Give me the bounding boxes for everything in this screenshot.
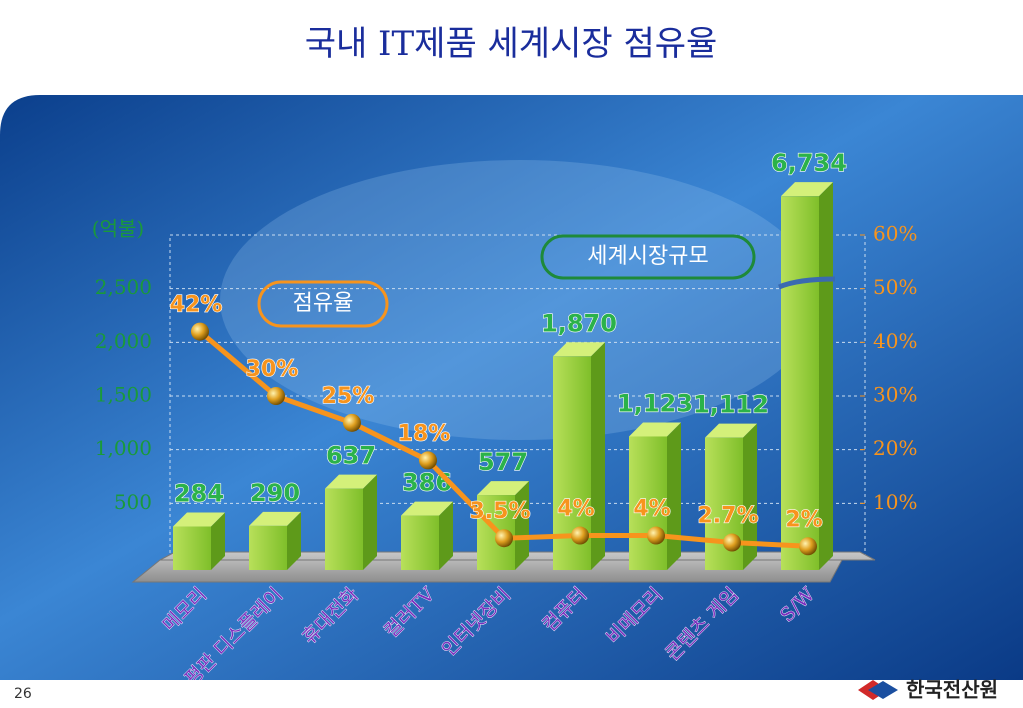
bar-label: 386 — [402, 469, 452, 497]
bar-side — [363, 474, 377, 570]
chart-title: 국내 IT제품 세계시장 점유율 — [305, 24, 718, 64]
bar-top — [781, 182, 833, 197]
bar-top — [173, 512, 225, 527]
y-tick-label: 2,500 — [95, 275, 152, 299]
legend-box — [257, 280, 389, 328]
bar-label: 1,112 — [693, 391, 769, 419]
bar-label: 1,123 — [617, 389, 693, 417]
line-label: 18% — [398, 421, 451, 446]
bar — [249, 525, 287, 570]
bar-side — [439, 501, 453, 570]
bar-label: 1,870 — [541, 309, 617, 337]
bar-side — [743, 423, 757, 570]
line-point — [723, 533, 741, 552]
legend-label: 세계시장규모 — [587, 244, 708, 269]
line-label: 25% — [322, 384, 375, 409]
y-axis-label: (억불) — [92, 217, 144, 241]
line-label: 2.7% — [697, 504, 758, 529]
bar — [629, 436, 667, 570]
y2-tick-label: 40% — [873, 329, 917, 353]
glow — [220, 160, 820, 440]
line-label: 2% — [785, 507, 822, 532]
y2-tick-label: 60% — [873, 222, 917, 246]
logo-text: 한국전산원 — [906, 678, 998, 702]
bar-top — [553, 342, 605, 357]
line-point — [495, 529, 513, 548]
y2-tick-label: 20% — [873, 436, 917, 460]
bar-side — [667, 422, 681, 570]
bar-top — [249, 511, 301, 526]
bar-label: 290 — [250, 479, 300, 507]
legend-label: 점유율 — [293, 291, 354, 316]
y-tick-label: 2,000 — [95, 329, 152, 353]
line-label: 4% — [557, 497, 594, 522]
bar — [401, 515, 439, 570]
y-tick-label: 1,500 — [95, 383, 152, 407]
y2-tick-label: 50% — [873, 275, 917, 299]
logo-icon — [868, 681, 898, 699]
line-point — [343, 413, 361, 432]
line-label: 4% — [633, 497, 670, 522]
bar-side — [287, 511, 301, 570]
y2-tick-label: 30% — [873, 383, 917, 407]
line-label: 30% — [246, 357, 299, 382]
bar-side — [591, 342, 605, 570]
page-number: 26 — [14, 686, 32, 702]
bar — [325, 488, 363, 570]
bar-top — [629, 422, 681, 437]
bar-label: 577 — [478, 448, 528, 476]
bar — [781, 196, 819, 570]
bar-side — [515, 481, 529, 570]
y2-tick-label: 10% — [873, 490, 917, 514]
line-label: 42% — [170, 293, 223, 318]
line-point — [799, 537, 817, 556]
line-point — [191, 322, 209, 341]
line-point — [419, 451, 437, 470]
bar-top — [325, 474, 377, 489]
legend-box — [540, 234, 756, 280]
bar-label: 284 — [174, 480, 224, 508]
y-tick-label: 500 — [114, 490, 152, 514]
line-point — [267, 387, 285, 405]
bar-side — [211, 512, 225, 570]
footer — [0, 680, 1023, 708]
bar-label: 6,734 — [771, 149, 847, 177]
line-label: 3.5% — [469, 499, 530, 524]
line-point — [571, 526, 589, 545]
bar-top — [477, 481, 529, 496]
bar-label: 637 — [326, 442, 376, 470]
bar-top — [401, 501, 453, 516]
axis-break — [778, 276, 836, 290]
line-point — [647, 526, 665, 545]
y-tick-label: 1,000 — [95, 436, 152, 460]
bar-top — [705, 423, 757, 438]
bar — [173, 526, 211, 570]
